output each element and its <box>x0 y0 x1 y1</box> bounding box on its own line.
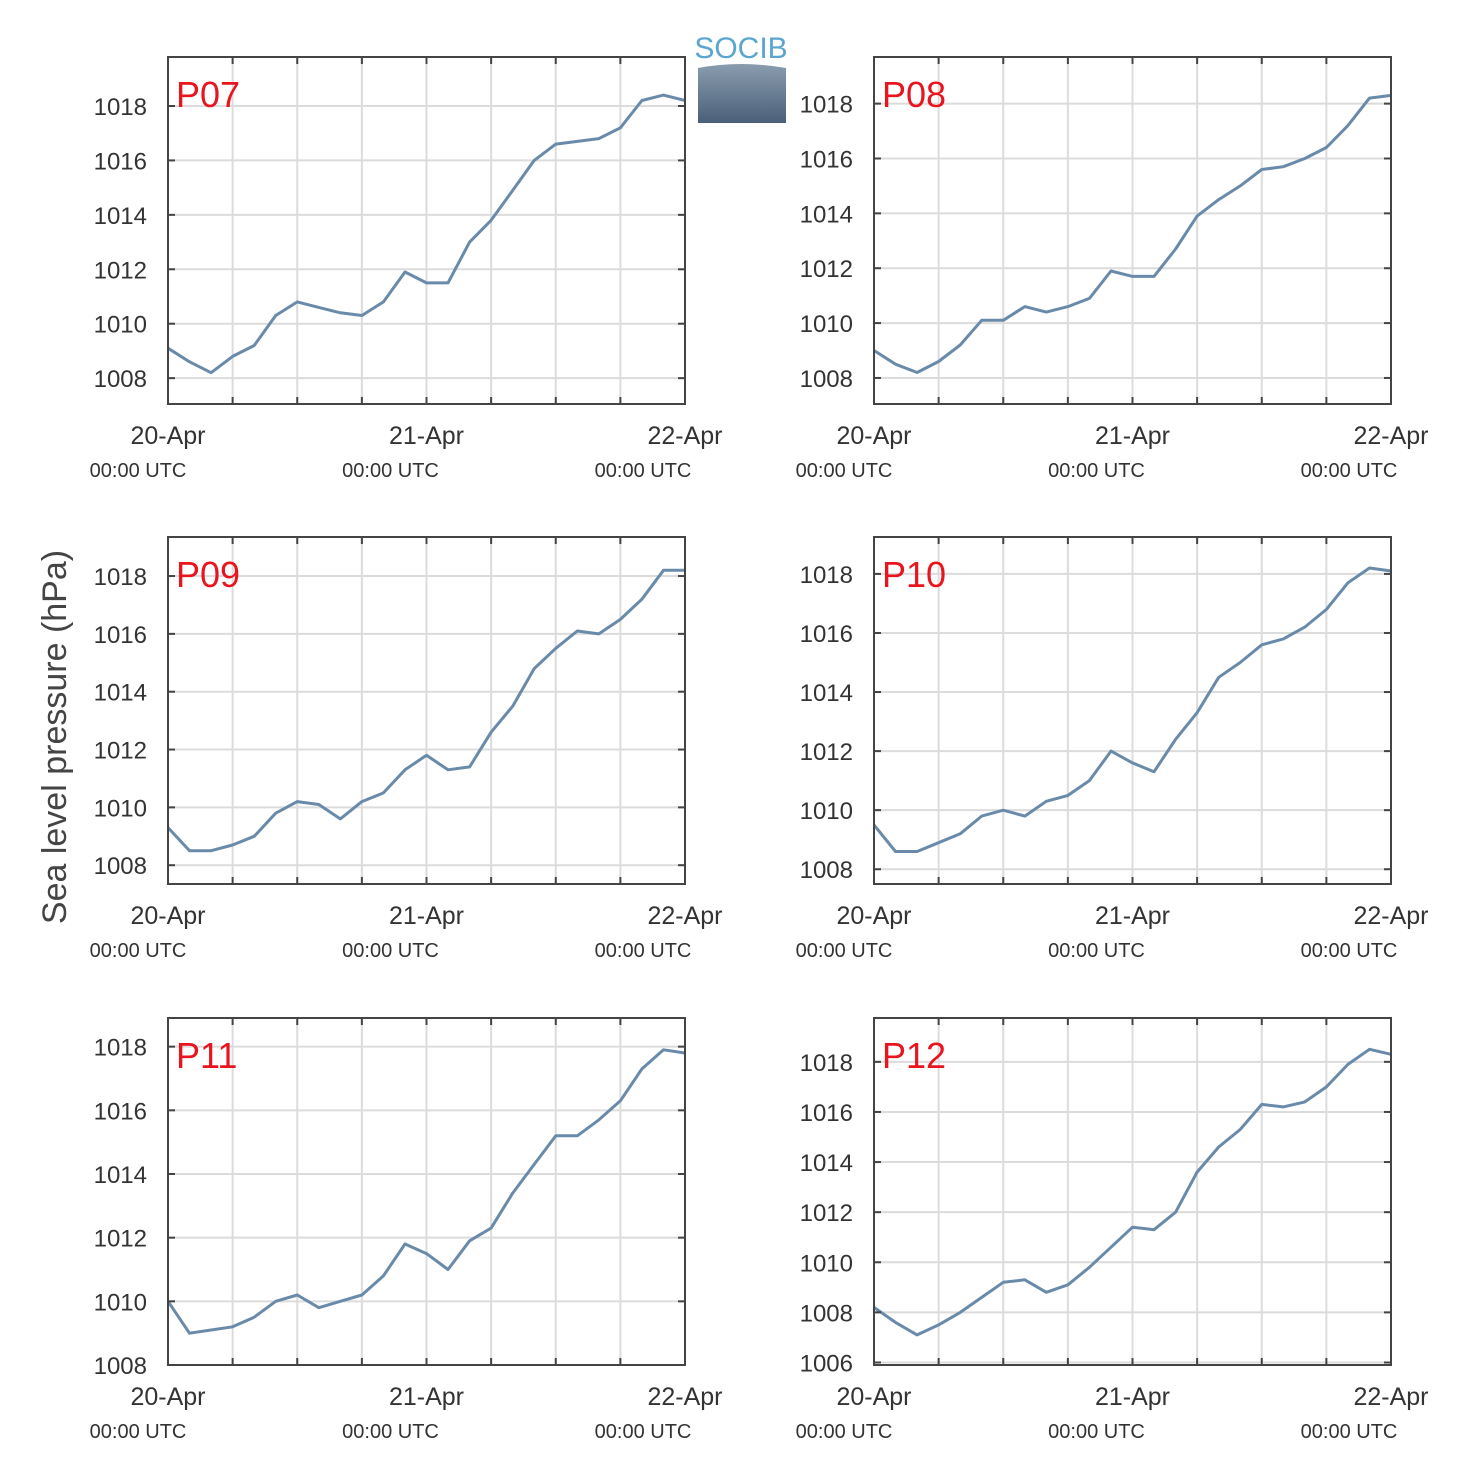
x-tick-label: 22-Apr <box>1353 1383 1428 1411</box>
y-tick-label: 1016 <box>94 148 147 175</box>
panel: 20-Apr 00:00 UTC 21-Apr 00:00 UTC 22-Apr 00:0… <box>796 1017 1429 1443</box>
x-tick-sublabel: 00:00 UTC <box>1048 940 1145 962</box>
y-tick-label: 1016 <box>800 146 853 173</box>
y-tick-label: 1018 <box>94 1035 147 1062</box>
data-line <box>872 566 1392 853</box>
y-tick-label: 1016 <box>800 1100 853 1127</box>
panel: 20-Apr 00:00 UTC 21-Apr 00:00 UTC 22-Apr 00:0… <box>796 536 1429 962</box>
x-tick-label: 22-Apr <box>647 1383 722 1411</box>
y-tick-label: 1014 <box>800 680 853 707</box>
x-tick-sublabel: 00:00 UTC <box>90 1421 187 1443</box>
y-tick-label: 1012 <box>800 256 853 283</box>
y-tick-label: 1018 <box>94 564 147 591</box>
panel: 20-Apr 00:00 UTC 21-Apr 00:00 UTC 22-Apr 00:0… <box>90 56 723 482</box>
y-tick-label: 1014 <box>800 1150 853 1177</box>
y-tick-label: 1008 <box>94 853 147 880</box>
y-tick-label: 1008 <box>800 366 853 393</box>
y-tick-label: 1008 <box>94 1353 147 1380</box>
x-tick-sublabel: 00:00 UTC <box>342 460 439 482</box>
panel-title: P10 <box>882 554 946 595</box>
y-tick-label: 1012 <box>800 739 853 766</box>
x-tick-label: 20-Apr <box>836 902 911 930</box>
data-line <box>873 93 1392 374</box>
y-tick-label: 1012 <box>94 257 147 284</box>
x-tick-label: 21-Apr <box>1095 1383 1170 1411</box>
x-tick-sublabel: 00:00 UTC <box>796 460 893 482</box>
x-tick-label: 21-Apr <box>1095 422 1170 450</box>
y-tick-label: 1018 <box>800 1050 853 1077</box>
y-tick-label: 1008 <box>94 366 147 393</box>
x-tick-label: 21-Apr <box>389 902 464 930</box>
y-tick-label: 1010 <box>94 795 147 822</box>
x-tick-sublabel: 00:00 UTC <box>1301 1421 1398 1443</box>
x-tick-label: 21-Apr <box>389 422 464 450</box>
x-tick-sublabel: 00:00 UTC <box>90 460 187 482</box>
y-tick-label: 1010 <box>800 1250 853 1277</box>
y-tick-label: 1018 <box>800 562 853 589</box>
y-tick-label: 1014 <box>800 201 853 228</box>
y-tick-label: 1012 <box>94 738 147 765</box>
x-tick-sublabel: 00:00 UTC <box>595 1421 692 1443</box>
logo: SOCIB <box>694 32 788 123</box>
panel-title: P09 <box>176 554 240 595</box>
x-tick-sublabel: 00:00 UTC <box>595 460 692 482</box>
x-tick-label: 22-Apr <box>647 902 722 930</box>
y-tick-label: 1014 <box>94 1162 147 1189</box>
y-tick-label: 1006 <box>800 1350 853 1377</box>
x-tick-label: 22-Apr <box>1353 902 1428 930</box>
x-tick-label: 20-Apr <box>130 1383 205 1411</box>
y-tick-label: 1008 <box>800 857 853 884</box>
y-tick-label: 1012 <box>94 1226 147 1253</box>
x-tick-sublabel: 00:00 UTC <box>595 940 692 962</box>
logo-text: SOCIB <box>694 32 787 65</box>
x-tick-sublabel: 00:00 UTC <box>796 1421 893 1443</box>
x-tick-sublabel: 00:00 UTC <box>342 940 439 962</box>
x-tick-sublabel: 00:00 UTC <box>1048 460 1145 482</box>
logo-wave <box>698 64 786 123</box>
data-line <box>873 1047 1392 1337</box>
y-axis-label: Sea level pressure (hPa) <box>36 550 74 924</box>
panel-title: P07 <box>176 74 240 115</box>
y-tick-label: 1010 <box>800 311 853 338</box>
x-tick-sublabel: 00:00 UTC <box>1048 1421 1145 1443</box>
x-tick-label: 20-Apr <box>836 422 911 450</box>
y-tick-label: 1016 <box>94 622 147 649</box>
x-tick-label: 22-Apr <box>647 422 722 450</box>
x-tick-sublabel: 00:00 UTC <box>1301 940 1398 962</box>
panel: 20-Apr 00:00 UTC 21-Apr 00:00 UTC 22-Apr 00:0… <box>90 1017 723 1443</box>
y-tick-label: 1008 <box>800 1300 853 1327</box>
panel-title: P11 <box>176 1035 237 1076</box>
data-line <box>166 568 685 853</box>
panel: 20-Apr 00:00 UTC 21-Apr 00:00 UTC 22-Apr 00:0… <box>90 536 723 962</box>
y-tick-label: 1010 <box>800 798 853 825</box>
x-tick-sublabel: 00:00 UTC <box>1301 460 1398 482</box>
y-tick-label: 1010 <box>94 1289 147 1316</box>
panel-title: P08 <box>882 74 946 115</box>
panel-title: P12 <box>882 1035 946 1076</box>
y-tick-label: 1014 <box>94 680 147 707</box>
y-tick-label: 1016 <box>800 621 853 648</box>
x-tick-label: 21-Apr <box>1095 902 1170 930</box>
y-tick-label: 1012 <box>800 1200 853 1227</box>
x-tick-sublabel: 00:00 UTC <box>796 940 893 962</box>
panel: 20-Apr 00:00 UTC 21-Apr 00:00 UTC 22-Apr 00:0… <box>796 56 1429 482</box>
x-tick-label: 22-Apr <box>1353 422 1428 450</box>
x-tick-sublabel: 00:00 UTC <box>342 1421 439 1443</box>
y-tick-label: 1018 <box>800 92 853 119</box>
data-line <box>166 1048 686 1335</box>
y-tick-label: 1010 <box>94 312 147 339</box>
y-tick-label: 1018 <box>94 94 147 121</box>
x-tick-label: 21-Apr <box>389 1383 464 1411</box>
x-tick-sublabel: 00:00 UTC <box>90 940 187 962</box>
x-tick-label: 20-Apr <box>130 902 205 930</box>
x-tick-label: 20-Apr <box>836 1383 911 1411</box>
x-tick-label: 20-Apr <box>130 422 205 450</box>
y-tick-label: 1016 <box>94 1098 147 1125</box>
y-tick-label: 1014 <box>94 203 147 230</box>
data-line <box>167 93 686 375</box>
